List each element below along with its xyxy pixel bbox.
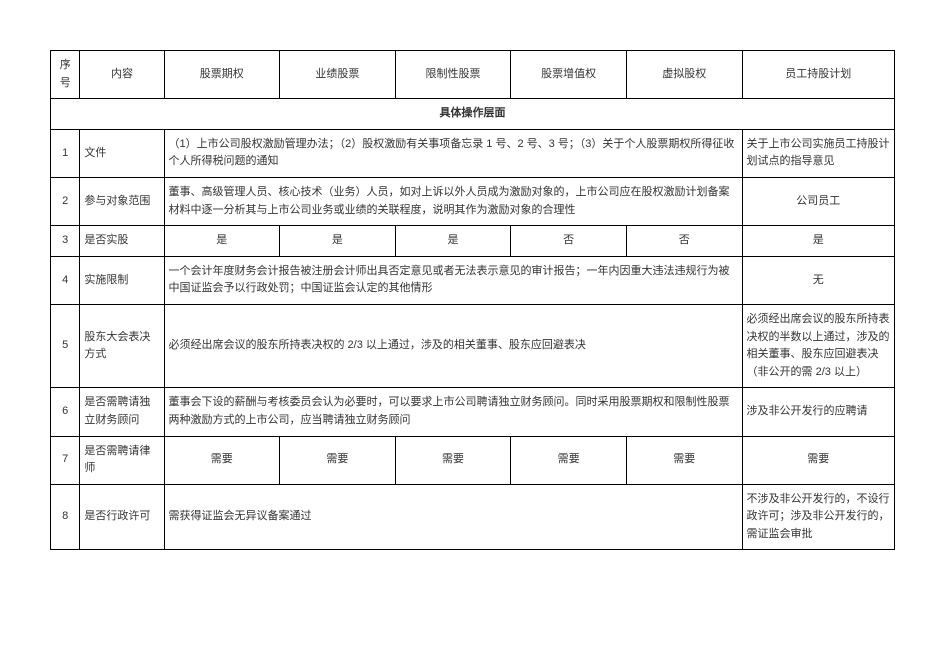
header-col2: 业绩股票 (280, 51, 396, 99)
table-row: 6 是否需聘请独立财务顾问 董事会下设的薪酬与考核委员会认为必要时，可以要求上市… (51, 388, 895, 436)
header-col3: 限制性股票 (395, 51, 511, 99)
cell-seq: 4 (51, 256, 80, 304)
cell-seq: 2 (51, 177, 80, 225)
cell-seq: 7 (51, 436, 80, 484)
cell-label: 是否行政许可 (80, 484, 164, 550)
cell-label: 是否实股 (80, 226, 164, 257)
cell-label: 是否需聘请独立财务顾问 (80, 388, 164, 436)
cell-last: 关于上市公司实施员工持股计划试点的指导意见 (742, 129, 894, 177)
cell-merged: 董事、高级管理人员、核心技术（业务）人员，如对上诉以外人员成为激励对象的，上市公… (164, 177, 742, 225)
table-row: 4 实施限制 一个会计年度财务会计报告被注册会计师出具否定意见或者无法表示意见的… (51, 256, 895, 304)
comparison-table: 序号 内容 股票期权 业绩股票 限制性股票 股票增值权 虚拟股权 员工持股计划 … (50, 50, 895, 550)
table-row: 7 是否需聘请律师 需要 需要 需要 需要 需要 需要 (51, 436, 895, 484)
cell-last: 必须经出席会议的股东所持表决权的半数以上通过，涉及的相关董事、股东应回避表决（非… (742, 304, 894, 387)
table-row: 8 是否行政许可 需获得证监会无异议备案通过 不涉及非公开发行的，不设行政许可；… (51, 484, 895, 550)
section-header-row: 具体操作层面 (51, 99, 895, 130)
cell-label: 参与对象范围 (80, 177, 164, 225)
header-col5: 虚拟股权 (626, 51, 742, 99)
cell-c4: 需要 (511, 436, 627, 484)
cell-merged: 董事会下设的薪酬与考核委员会认为必要时，可以要求上市公司聘请独立财务顾问。同时采… (164, 388, 742, 436)
cell-merged: 需获得证监会无异议备案通过 (164, 484, 742, 550)
header-seq: 序号 (51, 51, 80, 99)
cell-c1: 需要 (164, 436, 280, 484)
cell-c1: 是 (164, 226, 280, 257)
cell-c4: 否 (511, 226, 627, 257)
cell-seq: 3 (51, 226, 80, 257)
cell-c5: 需要 (626, 436, 742, 484)
cell-last: 是 (742, 226, 894, 257)
cell-label: 实施限制 (80, 256, 164, 304)
cell-merged: 必须经出席会议的股东所持表决权的 2/3 以上通过，涉及的相关董事、股东应回避表… (164, 304, 742, 387)
cell-label: 是否需聘请律师 (80, 436, 164, 484)
cell-c3: 是 (395, 226, 511, 257)
cell-last: 公司员工 (742, 177, 894, 225)
cell-c3: 需要 (395, 436, 511, 484)
cell-last: 需要 (742, 436, 894, 484)
cell-c2: 需要 (280, 436, 396, 484)
cell-seq: 1 (51, 129, 80, 177)
header-col6: 员工持股计划 (742, 51, 894, 99)
table-row: 3 是否实股 是 是 是 否 否 是 (51, 226, 895, 257)
cell-label: 股东大会表决方式 (80, 304, 164, 387)
table-header-row: 序号 内容 股票期权 业绩股票 限制性股票 股票增值权 虚拟股权 员工持股计划 (51, 51, 895, 99)
cell-c5: 否 (626, 226, 742, 257)
cell-label: 文件 (80, 129, 164, 177)
table-row: 2 参与对象范围 董事、高级管理人员、核心技术（业务）人员，如对上诉以外人员成为… (51, 177, 895, 225)
cell-seq: 8 (51, 484, 80, 550)
section-title: 具体操作层面 (51, 99, 895, 130)
cell-last: 涉及非公开发行的应聘请 (742, 388, 894, 436)
cell-last: 不涉及非公开发行的，不设行政许可；涉及非公开发行的，需证监会审批 (742, 484, 894, 550)
cell-last: 无 (742, 256, 894, 304)
cell-merged: （1）上市公司股权激励管理办法；（2）股权激励有关事项备忘录 1 号、2 号、3… (164, 129, 742, 177)
cell-c2: 是 (280, 226, 396, 257)
header-content: 内容 (80, 51, 164, 99)
cell-merged: 一个会计年度财务会计报告被注册会计师出具否定意见或者无法表示意见的审计报告；一年… (164, 256, 742, 304)
header-col1: 股票期权 (164, 51, 280, 99)
cell-seq: 6 (51, 388, 80, 436)
cell-seq: 5 (51, 304, 80, 387)
table-row: 5 股东大会表决方式 必须经出席会议的股东所持表决权的 2/3 以上通过，涉及的… (51, 304, 895, 387)
table-row: 1 文件 （1）上市公司股权激励管理办法；（2）股权激励有关事项备忘录 1 号、… (51, 129, 895, 177)
header-col4: 股票增值权 (511, 51, 627, 99)
